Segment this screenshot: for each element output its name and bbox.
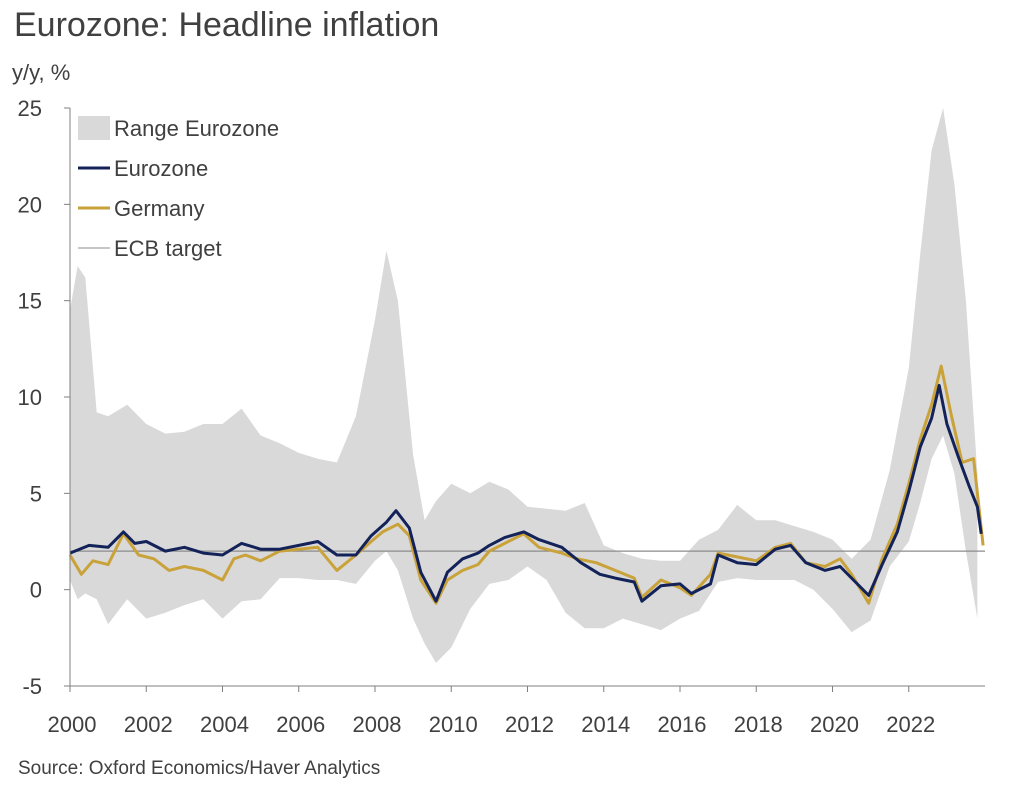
x-tick-label: 2010 xyxy=(429,712,478,737)
legend-label-range: Range Eurozone xyxy=(114,116,279,141)
range-band-layer xyxy=(70,108,978,663)
legend-label-eurozone: Eurozone xyxy=(114,156,208,181)
x-tick-label: 2000 xyxy=(48,712,97,737)
y-tick-label: 20 xyxy=(18,192,42,217)
x-tick-label: 2006 xyxy=(276,712,325,737)
x-tick-label: 2022 xyxy=(886,712,935,737)
source-note: Source: Oxford Economics/Haver Analytics xyxy=(18,758,381,779)
y-tick-label: 10 xyxy=(18,385,42,410)
legend-label-germany: Germany xyxy=(114,196,204,221)
series-layer xyxy=(68,364,985,605)
x-tick-label: 2018 xyxy=(734,712,783,737)
germany-line xyxy=(68,364,985,605)
y-tick-label: 0 xyxy=(30,578,42,603)
y-axis-title: y/y, % xyxy=(12,60,70,85)
y-tick-label: 5 xyxy=(30,481,42,506)
x-tick-label: 2016 xyxy=(658,712,707,737)
x-tick-label: 2012 xyxy=(505,712,554,737)
eurozone-line xyxy=(69,383,983,603)
tick-layer: -5 0 5 10 15 20 25 2000 2002 2004 2006 2008 2010 2012… xyxy=(18,96,936,737)
legend: Range Eurozone Eurozone Germany ECB targ… xyxy=(78,116,279,261)
range-band xyxy=(70,108,978,663)
x-tick-label: 2008 xyxy=(353,712,402,737)
legend-range-swatch xyxy=(78,116,110,140)
x-tick-label: 2004 xyxy=(200,712,249,737)
legend-label-target: ECB target xyxy=(114,236,222,261)
x-tick-label: 2014 xyxy=(581,712,630,737)
chart-title: Eurozone: Headline inflation xyxy=(14,6,440,44)
y-tick-label: 15 xyxy=(18,289,42,314)
x-tick-label: 2002 xyxy=(124,712,173,737)
x-tick-label: 2020 xyxy=(810,712,859,737)
y-tick-label: -5 xyxy=(22,674,42,699)
y-tick-label: 25 xyxy=(18,96,42,121)
